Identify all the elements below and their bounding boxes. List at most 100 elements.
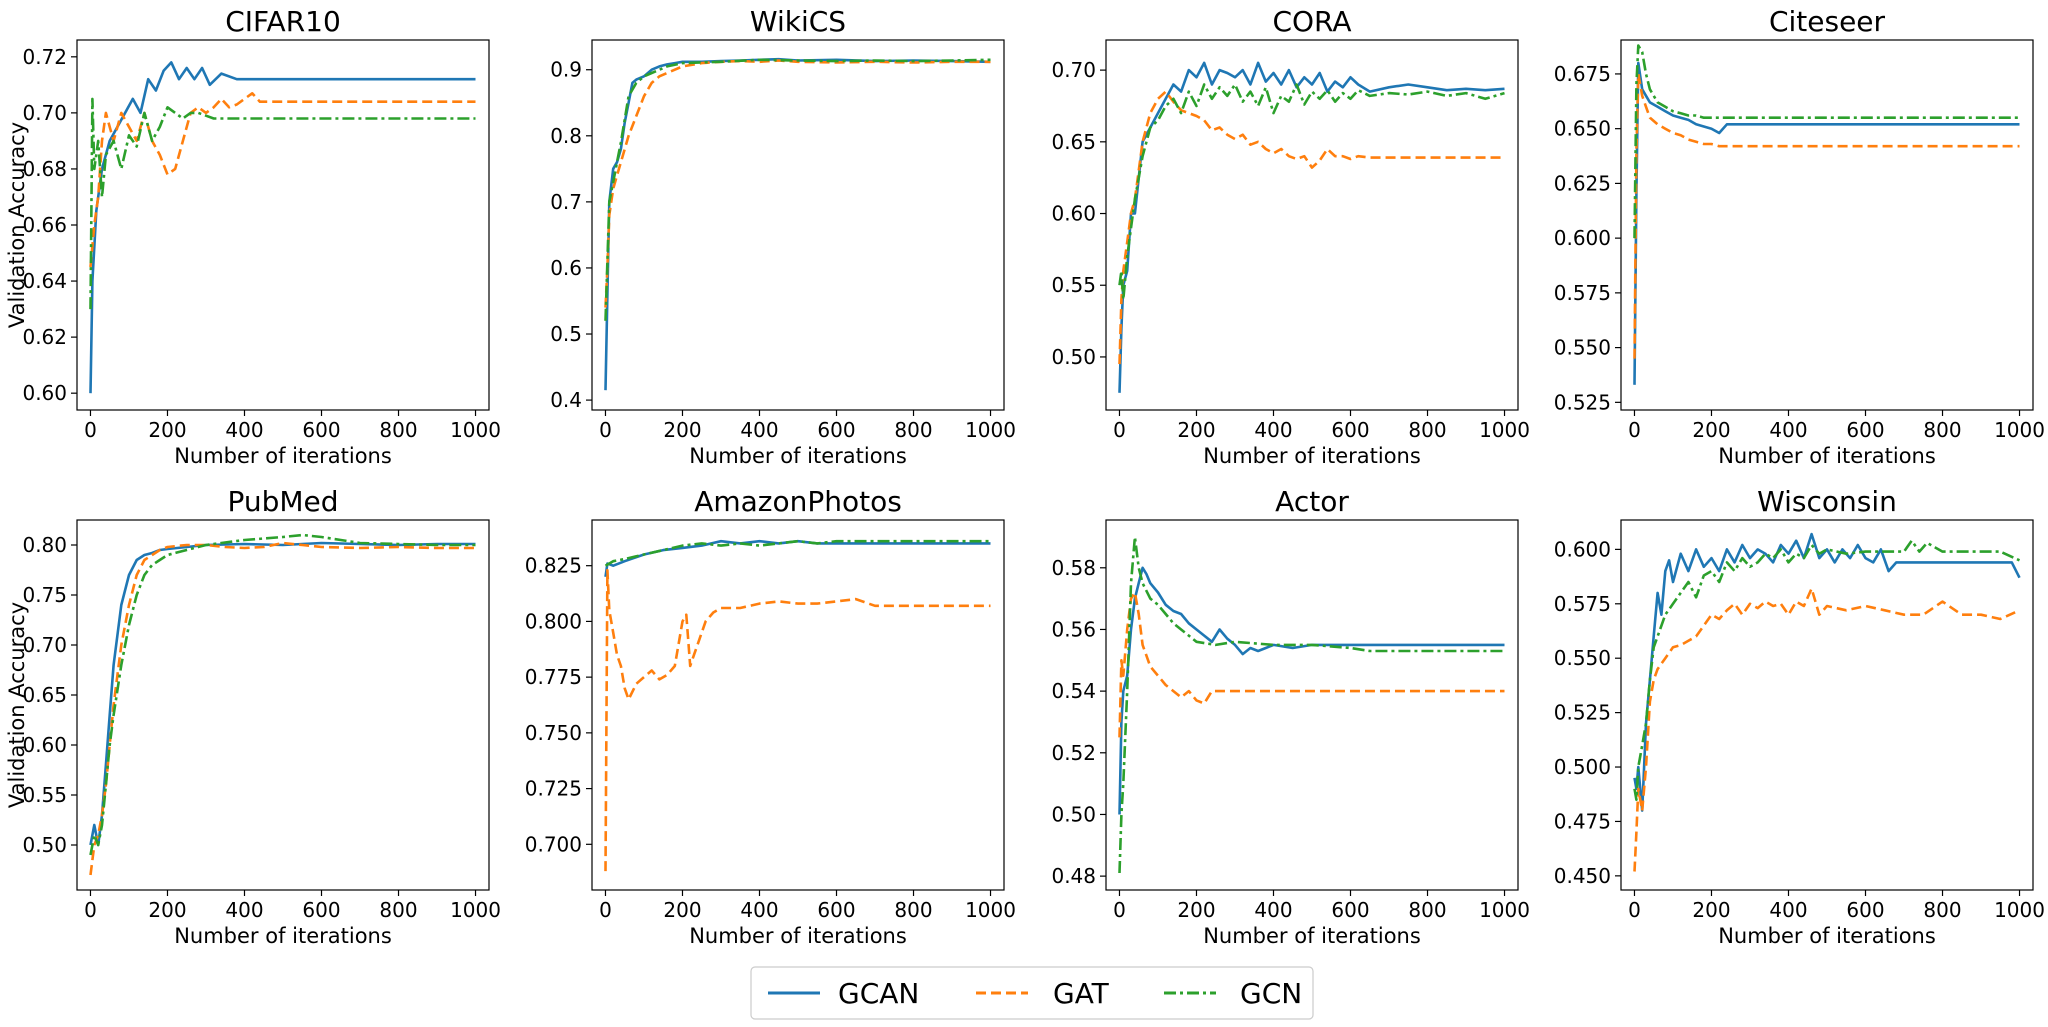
panel-wisconsin: Wisconsin 0 200 400 600 800 1000 0.450 0.475 0.50…	[1554, 485, 2045, 948]
y-tick-label: 0.70	[1051, 58, 1096, 82]
panel-actor: Actor 0 200 400 600 800 1000 0.48 0.50 0.52 0.54 0.…	[1051, 485, 1530, 948]
y-tick-label: 0.62	[22, 325, 67, 349]
series-line-gcan	[89, 541, 476, 847]
y-tick-label: 0.54	[1051, 679, 1096, 703]
x-tick-label: 1000	[965, 418, 1016, 442]
y-tick-label: 0.65	[22, 683, 67, 707]
x-tick-label: 600	[817, 418, 855, 442]
x-tick-label: 200	[1692, 898, 1730, 922]
x-tick-label: 800	[894, 418, 932, 442]
x-tick-label: 600	[817, 898, 855, 922]
x-tick-label: 0	[1628, 418, 1641, 442]
panel-pubmed: PubMed 0 200 400 600 800 1000 0.50 0.55 0.60 0.65 0…	[5, 485, 501, 948]
x-axis-label: Number of iterations	[689, 444, 907, 468]
y-tick-label: 0.675	[1554, 62, 1611, 86]
y-tick-label: 0.6	[550, 256, 582, 280]
y-tick-label: 0.56	[1051, 617, 1096, 641]
x-tick-label: 400	[740, 418, 778, 442]
x-tick-label: 200	[663, 898, 701, 922]
legend-label-gcn: GCN	[1240, 977, 1302, 1010]
y-tick-label: 0.60	[22, 381, 67, 405]
x-tick-label: 0	[84, 418, 97, 442]
panel-title: Wisconsin	[1757, 485, 1897, 518]
series-line-gcn	[1118, 535, 1505, 874]
panel-title: WikiCS	[750, 5, 846, 38]
series-line-gcan	[1118, 566, 1505, 815]
x-axis-label: Number of iterations	[1203, 924, 1421, 948]
y-tick-label: 0.65	[1051, 130, 1096, 154]
y-tick-label: 0.725	[525, 777, 582, 801]
y-tick-label: 0.775	[525, 665, 582, 689]
x-tick-label: 800	[1408, 418, 1446, 442]
y-tick-label: 0.9	[550, 58, 582, 82]
panel-cifar10: CIFAR10 0 200 400 600 800 1000 0.60 0.62 0.64 0.66…	[5, 5, 501, 468]
y-tick-label: 0.525	[1554, 390, 1611, 414]
x-axis-label: Number of iterations	[689, 924, 907, 948]
x-tick-label: 200	[148, 418, 186, 442]
legend: GCAN GAT GCN	[750, 966, 1314, 1020]
series-line-gat	[89, 541, 476, 876]
y-tick-label: 0.5	[550, 322, 582, 346]
panel-amazonphotos: AmazonPhotos 0 200 400 600 800 1000 0.700 0.725 0…	[525, 485, 1016, 948]
series-line-gcan	[1633, 532, 2021, 812]
x-tick-label: 400	[1769, 418, 1807, 442]
y-tick-label: 0.4	[550, 388, 582, 412]
x-tick-label: 1000	[965, 898, 1016, 922]
series-line-gat	[604, 568, 991, 872]
plot-frame	[76, 519, 490, 891]
x-axis-label: Number of iterations	[1203, 444, 1421, 468]
x-tick-label: 1000	[1994, 898, 2045, 922]
y-tick-label: 0.575	[1554, 281, 1611, 305]
x-axis-label: Number of iterations	[174, 444, 392, 468]
x-tick-label: 1000	[450, 898, 501, 922]
panel-title: CORA	[1272, 5, 1351, 38]
x-tick-label: 600	[1331, 418, 1369, 442]
y-tick-label: 0.575	[1554, 592, 1611, 616]
x-tick-label: 600	[1846, 418, 1884, 442]
x-tick-label: 600	[1331, 898, 1369, 922]
series-line-gcan	[1633, 61, 2020, 385]
x-tick-label: 1000	[1479, 418, 1530, 442]
y-tick-label: 0.650	[1554, 117, 1611, 141]
plot-frame	[1620, 519, 2034, 891]
series-line-gcn	[1118, 83, 1505, 301]
x-tick-label: 200	[663, 418, 701, 442]
x-tick-label: 800	[1923, 898, 1961, 922]
y-tick-label: 0.475	[1554, 809, 1611, 833]
x-tick-label: 200	[1692, 418, 1730, 442]
x-tick-label: 1000	[450, 418, 501, 442]
x-tick-label: 800	[1408, 898, 1446, 922]
y-tick-label: 0.75	[22, 583, 67, 607]
y-tick-label: 0.450	[1554, 864, 1611, 888]
y-tick-label: 0.550	[1554, 336, 1611, 360]
x-tick-label: 600	[302, 418, 340, 442]
x-tick-label: 0	[84, 898, 97, 922]
legend-label-gcan: GCAN	[838, 977, 919, 1010]
x-tick-label: 200	[1177, 898, 1215, 922]
plot-frame	[1105, 39, 1519, 411]
plot-frame	[76, 39, 490, 411]
x-tick-label: 1000	[1479, 898, 1530, 922]
y-tick-label: 0.70	[22, 101, 67, 125]
x-tick-label: 800	[894, 898, 932, 922]
y-tick-label: 0.48	[1051, 864, 1096, 888]
series-line-gcan	[604, 539, 991, 577]
x-tick-label: 600	[302, 898, 340, 922]
y-tick-label: 0.50	[1051, 345, 1096, 369]
y-tick-label: 0.625	[1554, 171, 1611, 195]
legend-frame	[750, 966, 1314, 1020]
y-tick-label: 0.50	[1051, 802, 1096, 826]
series-line-gcn	[89, 533, 476, 856]
panel-wikics: WikiCS 0 200 400 600 800 1000 0.4 0.5 0.6 0.7 0.8 0.…	[550, 5, 1016, 468]
legend-label-gat: GAT	[1053, 977, 1110, 1010]
x-tick-label: 400	[225, 418, 263, 442]
plot-frame	[591, 519, 1005, 891]
y-tick-label: 0.55	[1051, 273, 1096, 297]
x-tick-label: 0	[1113, 418, 1126, 442]
x-axis-label: Number of iterations	[1718, 444, 1936, 468]
plot-frame	[1620, 39, 2034, 411]
y-tick-label: 0.600	[1554, 226, 1611, 250]
y-tick-label: 0.50	[22, 833, 67, 857]
x-tick-label: 0	[599, 898, 612, 922]
